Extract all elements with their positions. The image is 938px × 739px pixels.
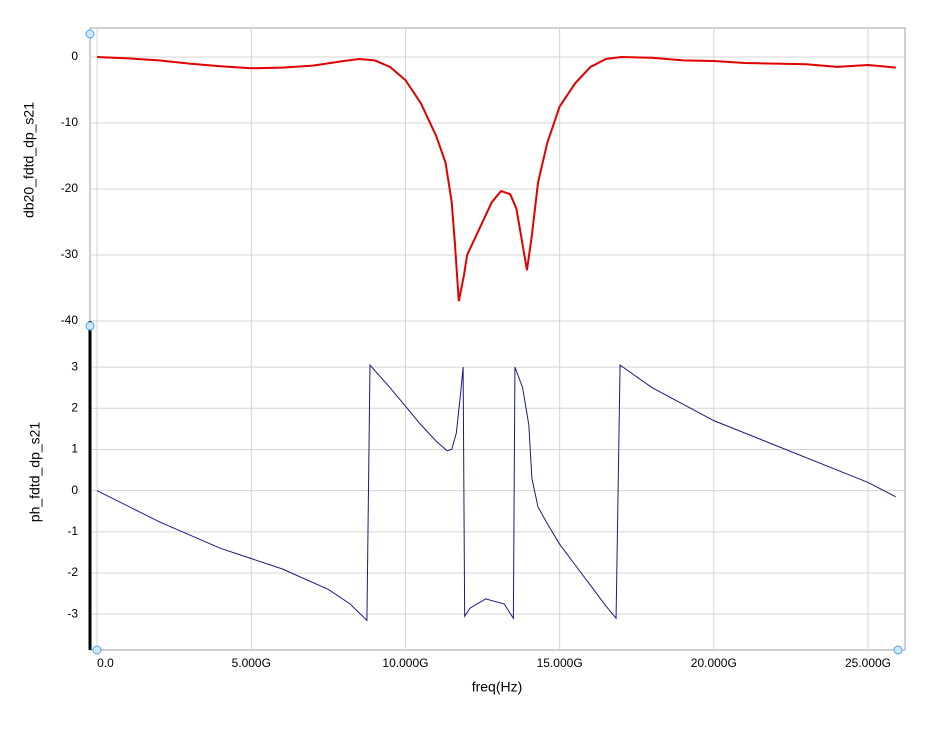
axis-handle: [893, 645, 903, 655]
x-tick-label: 5.000G: [232, 656, 271, 670]
y-tick-label: -40: [61, 313, 79, 327]
y-tick-label: -30: [61, 247, 79, 261]
y-tick-label: 2: [71, 400, 78, 414]
y-tick-label: 1: [71, 442, 78, 456]
y-tick-label: -1: [67, 524, 78, 538]
y-tick-label: 3: [71, 359, 78, 373]
axis-handle: [85, 321, 95, 331]
y-axis-label: ph_fdtd_dp_s21: [27, 422, 43, 523]
y-axis-label: db20_fdtd_dp_s21: [21, 102, 37, 218]
y-tick-label: 0: [71, 483, 78, 497]
x-tick-label: 15.000G: [537, 656, 583, 670]
axis-handle: [85, 29, 95, 39]
x-tick-label: 0.0: [97, 656, 114, 670]
x-tick-label: 10.000G: [382, 656, 428, 670]
data-line: [97, 56, 896, 302]
plot-frame: [89, 27, 906, 651]
x-tick-label: 25.000G: [845, 656, 891, 670]
x-tick-label: 20.000G: [691, 656, 737, 670]
x-axis-label: freq(Hz): [472, 679, 523, 695]
y-tick-label: 0: [71, 49, 78, 63]
y-tick-label: -20: [61, 181, 79, 195]
data-line: [96, 363, 896, 622]
y-tick-label: -3: [67, 606, 78, 620]
y-tick-label: -10: [61, 115, 79, 129]
y-tick-label: -2: [67, 565, 78, 579]
axis-handle: [92, 645, 102, 655]
